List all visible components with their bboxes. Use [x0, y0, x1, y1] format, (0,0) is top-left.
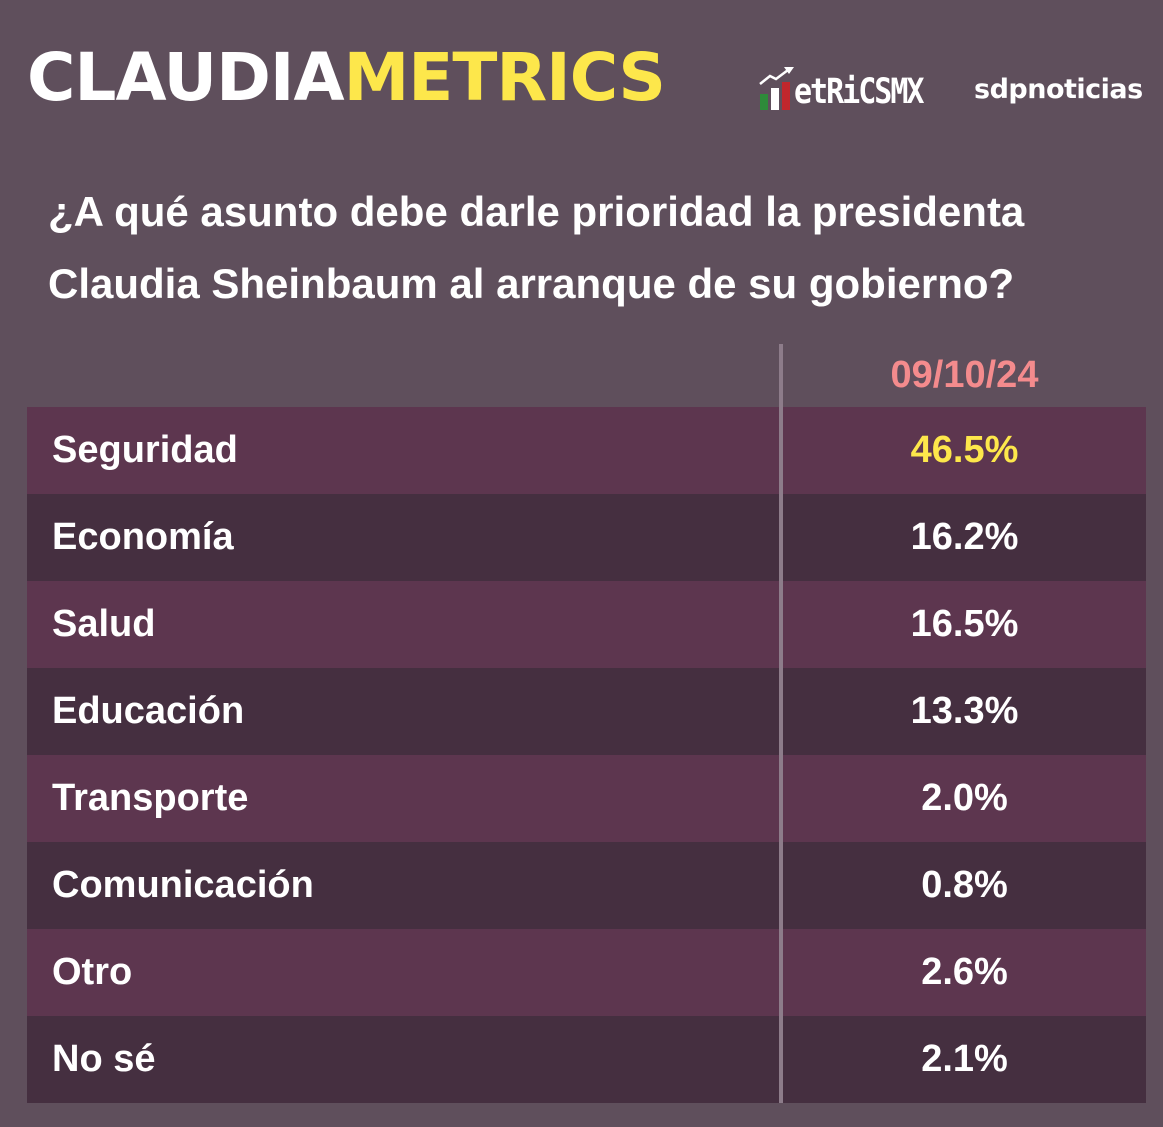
table-row: Comunicación 0.8%: [27, 842, 1146, 929]
row-label: Transporte: [52, 777, 249, 819]
rising-bars-arrow-icon: [759, 67, 794, 110]
question-line-2: Claudia Sheinbaum al arranque de su gobi…: [48, 260, 1015, 307]
table-row: Educación 13.3%: [27, 668, 1146, 755]
header: CLAUDIAMETRICS etRiCSMX sdpnoticias: [0, 0, 1163, 140]
row-label: Salud: [52, 603, 156, 645]
table-row: No sé 2.1%: [27, 1016, 1146, 1103]
row-label: Economía: [52, 516, 234, 558]
sdpnoticias-logo: sdpnoticias: [974, 74, 1143, 105]
row-value: 2.6%: [921, 951, 1008, 993]
row-value: 16.2%: [910, 516, 1019, 558]
table-row: Economía 16.2%: [27, 494, 1146, 581]
column-header-date: 09/10/24: [890, 354, 1039, 396]
question-line-1: ¿A qué asunto debe darle prioridad la pr…: [48, 188, 1025, 235]
survey-question: ¿A qué asunto debe darle prioridad la pr…: [48, 176, 1148, 320]
row-value: 0.8%: [921, 864, 1008, 906]
brand-part-metrics: METRICS: [343, 39, 666, 116]
results-table: Seguridad 46.5% Economía 16.2% Salud 16.…: [27, 407, 1146, 1103]
row-label: No sé: [52, 1038, 156, 1080]
claudiametrics-logo: CLAUDIAMETRICS: [27, 38, 666, 118]
table-row: Transporte 2.0%: [27, 755, 1146, 842]
row-label: Educación: [52, 690, 245, 732]
row-label: Seguridad: [52, 429, 238, 471]
row-label: Otro: [52, 951, 133, 993]
table-row: Otro 2.6%: [27, 929, 1146, 1016]
row-value: 16.5%: [910, 603, 1019, 645]
table-row: Salud 16.5%: [27, 581, 1146, 668]
brand-part-claudia: CLAUDIA: [27, 39, 345, 116]
metricsmx-wordmark: etRiCSMX: [794, 71, 924, 112]
row-value: 13.3%: [910, 690, 1019, 732]
column-divider: [779, 344, 783, 1103]
table-row: Seguridad 46.5%: [27, 407, 1146, 494]
row-value: 2.0%: [921, 777, 1008, 819]
row-value: 2.1%: [921, 1038, 1008, 1080]
row-label: Comunicación: [52, 864, 314, 906]
metricsmx-logo: etRiCSMX: [758, 62, 924, 112]
row-value: 46.5%: [910, 429, 1019, 471]
